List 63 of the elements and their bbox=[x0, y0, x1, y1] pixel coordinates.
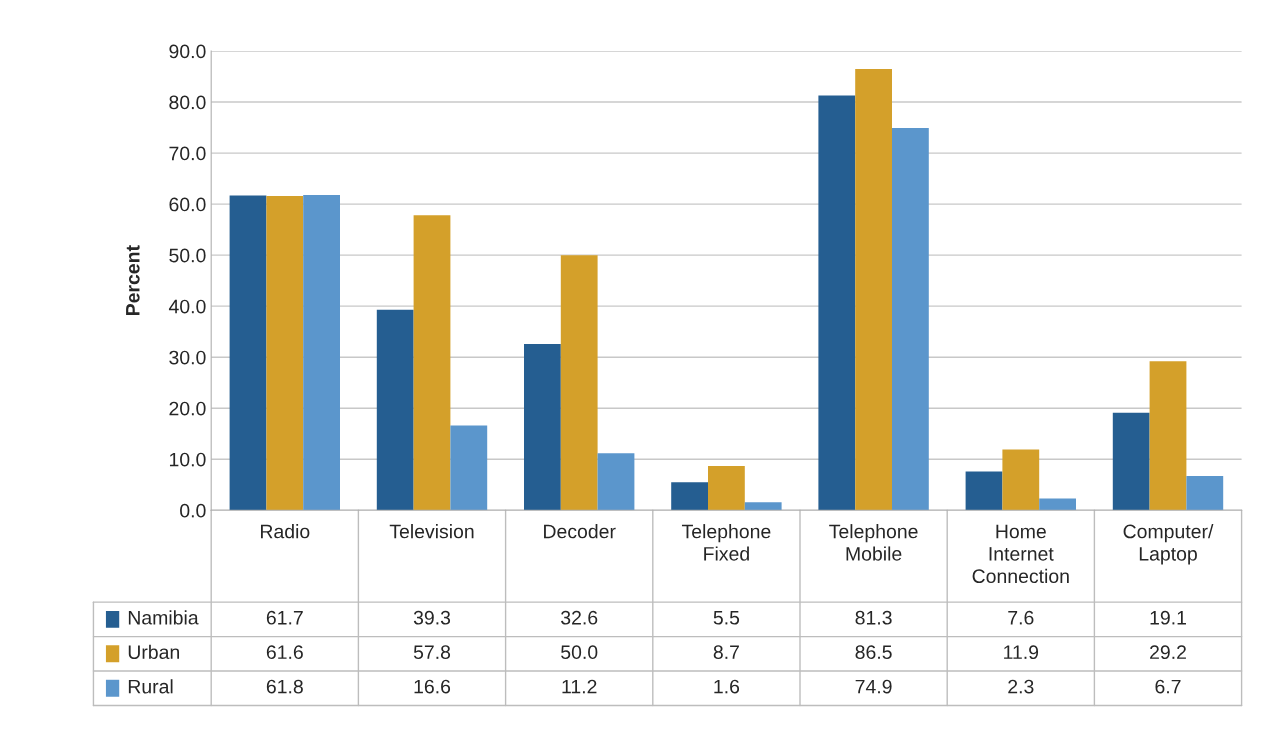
data-label: 74.9 bbox=[855, 679, 892, 694]
y-tick-label: 90.0 bbox=[169, 44, 206, 59]
data-label: 50.0 bbox=[561, 645, 598, 660]
bar bbox=[855, 68, 892, 511]
x-tick-label: Decoder bbox=[544, 524, 616, 539]
data-label: 2.3 bbox=[1008, 679, 1034, 694]
bar bbox=[560, 255, 598, 511]
legend-label: Namibia bbox=[128, 610, 199, 625]
data-label: 57.8 bbox=[413, 645, 451, 660]
x-tick-label: Radio bbox=[260, 524, 310, 539]
x-tick-label: Television bbox=[389, 524, 474, 539]
data-label: 61.7 bbox=[266, 610, 303, 625]
legend-label: Rural bbox=[128, 679, 173, 694]
y-tick-label: 10.0 bbox=[169, 452, 206, 467]
data-label: 5.5 bbox=[713, 611, 740, 625]
bar bbox=[1039, 498, 1076, 511]
data-label: 86.5 bbox=[855, 645, 892, 660]
data-label: 32.6 bbox=[561, 610, 598, 625]
y-tick-label: 40.0 bbox=[168, 299, 206, 314]
bar bbox=[892, 128, 929, 511]
bar bbox=[303, 194, 340, 511]
data-label: 16.6 bbox=[414, 679, 451, 694]
bar bbox=[671, 482, 708, 511]
bar bbox=[597, 453, 635, 511]
bar bbox=[266, 195, 304, 511]
x-tick-label: Telephone Mobile bbox=[829, 524, 918, 561]
y-tick-label: 50.0 bbox=[169, 248, 206, 263]
data-label: 6.7 bbox=[1155, 679, 1181, 694]
data-label: 7.6 bbox=[1008, 610, 1034, 625]
y-tick-label: 80.0 bbox=[169, 95, 206, 110]
y-axis-title: Percent bbox=[126, 245, 140, 316]
x-tick-label: Telephone Fixed bbox=[681, 524, 771, 561]
data-label: 1.6 bbox=[714, 679, 740, 694]
data-label: 8.7 bbox=[713, 645, 739, 660]
bar bbox=[229, 195, 267, 511]
y-tick-label: 70.0 bbox=[169, 146, 206, 161]
bar bbox=[1186, 476, 1224, 511]
data-label: 61.8 bbox=[266, 679, 303, 694]
data-label: 39.3 bbox=[413, 610, 451, 625]
data-label: 29.2 bbox=[1150, 645, 1186, 660]
data-label: 81.3 bbox=[855, 610, 892, 625]
y-tick-label: 30.0 bbox=[169, 350, 206, 365]
bar bbox=[1149, 361, 1187, 511]
data-label: 61.6 bbox=[266, 645, 303, 660]
bar bbox=[818, 95, 856, 511]
bar bbox=[708, 465, 745, 511]
y-tick-label: 0.0 bbox=[180, 503, 206, 518]
data-label: 19.1 bbox=[1150, 610, 1186, 625]
bar bbox=[524, 343, 561, 511]
y-tick-label: 60.0 bbox=[169, 197, 206, 212]
bar bbox=[450, 425, 488, 511]
y-tick-label: 20.0 bbox=[169, 401, 206, 416]
data-label: 11.9 bbox=[1004, 645, 1039, 660]
x-tick-label: Computer/ Laptop bbox=[1123, 524, 1214, 565]
bar bbox=[744, 502, 782, 511]
bar bbox=[965, 471, 1003, 511]
legend-label: Urban bbox=[128, 644, 179, 660]
x-tick-label: Home Internet Connection bbox=[972, 524, 1069, 584]
bar bbox=[376, 309, 414, 511]
bar bbox=[413, 215, 451, 511]
bar bbox=[1112, 412, 1150, 511]
data-label: 11.2 bbox=[562, 679, 597, 694]
bar bbox=[1002, 449, 1040, 511]
